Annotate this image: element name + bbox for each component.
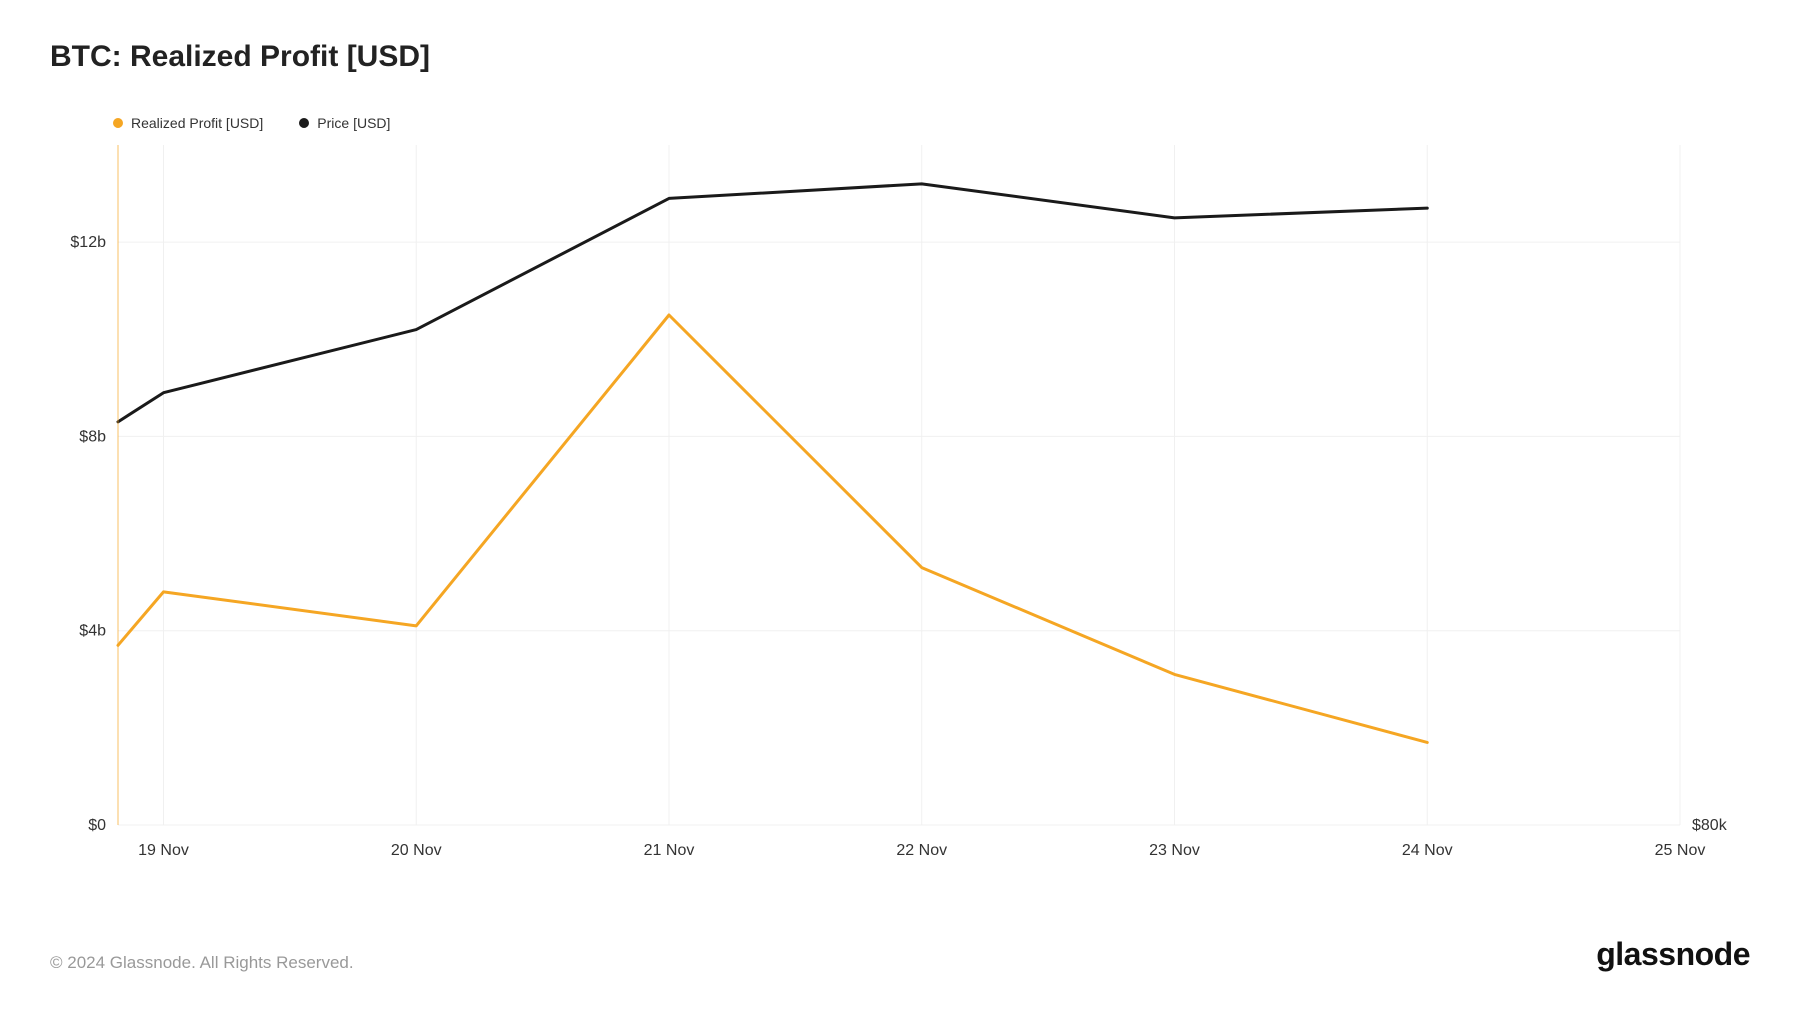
- chart-area: $0 $4b $8b $12b $80k 19 Nov 20 Nov 21 Nov 22 Nov…: [50, 135, 1750, 895]
- series-line: [118, 184, 1427, 422]
- legend-item-price: Price [USD]: [299, 115, 390, 131]
- copyright-text: © 2024 Glassnode. All Rights Reserved.: [50, 953, 354, 973]
- x-tick-label: 24 Nov: [1402, 842, 1453, 859]
- y-left-tick-label: $8b: [79, 428, 106, 445]
- chart-screenshot: BTC: Realized Profit [USD] Realized Prof…: [0, 0, 1800, 1013]
- chart-legend: Realized Profit [USD] Price [USD]: [113, 115, 390, 131]
- x-tick-label: 25 Nov: [1655, 842, 1706, 859]
- legend-label-price: Price [USD]: [317, 115, 390, 131]
- x-tick-label: 21 Nov: [644, 842, 695, 859]
- y-left-tick-label: $12b: [70, 234, 106, 251]
- legend-item-realized-profit: Realized Profit [USD]: [113, 115, 263, 131]
- y-right-tick-label: $80k: [1692, 817, 1728, 834]
- legend-dot-price: [299, 118, 309, 128]
- brand-logo-text: glassnode: [1596, 936, 1750, 973]
- x-tick-label: 23 Nov: [1149, 842, 1200, 859]
- y-left-tick-label: $4b: [79, 623, 106, 640]
- y-left-tick-label: $0: [88, 817, 106, 834]
- x-tick-label: 19 Nov: [138, 842, 189, 859]
- x-tick-label: 20 Nov: [391, 842, 442, 859]
- legend-label-realized-profit: Realized Profit [USD]: [131, 115, 263, 131]
- chart-title: BTC: Realized Profit [USD]: [50, 40, 1750, 74]
- legend-dot-realized-profit: [113, 118, 123, 128]
- series-line: [118, 315, 1427, 742]
- x-tick-label: 22 Nov: [896, 842, 947, 859]
- footer: © 2024 Glassnode. All Rights Reserved. g…: [50, 936, 1750, 973]
- chart-svg: $0 $4b $8b $12b $80k 19 Nov 20 Nov 21 Nov 22 Nov…: [50, 135, 1750, 895]
